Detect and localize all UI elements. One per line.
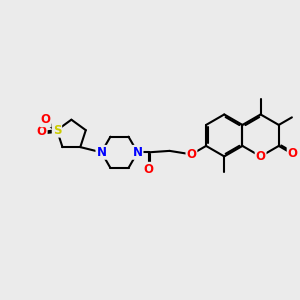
Text: N: N <box>133 146 142 159</box>
Text: O: O <box>256 150 266 163</box>
Text: O: O <box>288 147 298 161</box>
Text: S: S <box>53 124 61 137</box>
Text: O: O <box>144 163 154 176</box>
Text: N: N <box>96 146 106 159</box>
Text: O: O <box>186 148 197 161</box>
Text: O: O <box>37 125 47 138</box>
Text: O: O <box>40 113 51 126</box>
